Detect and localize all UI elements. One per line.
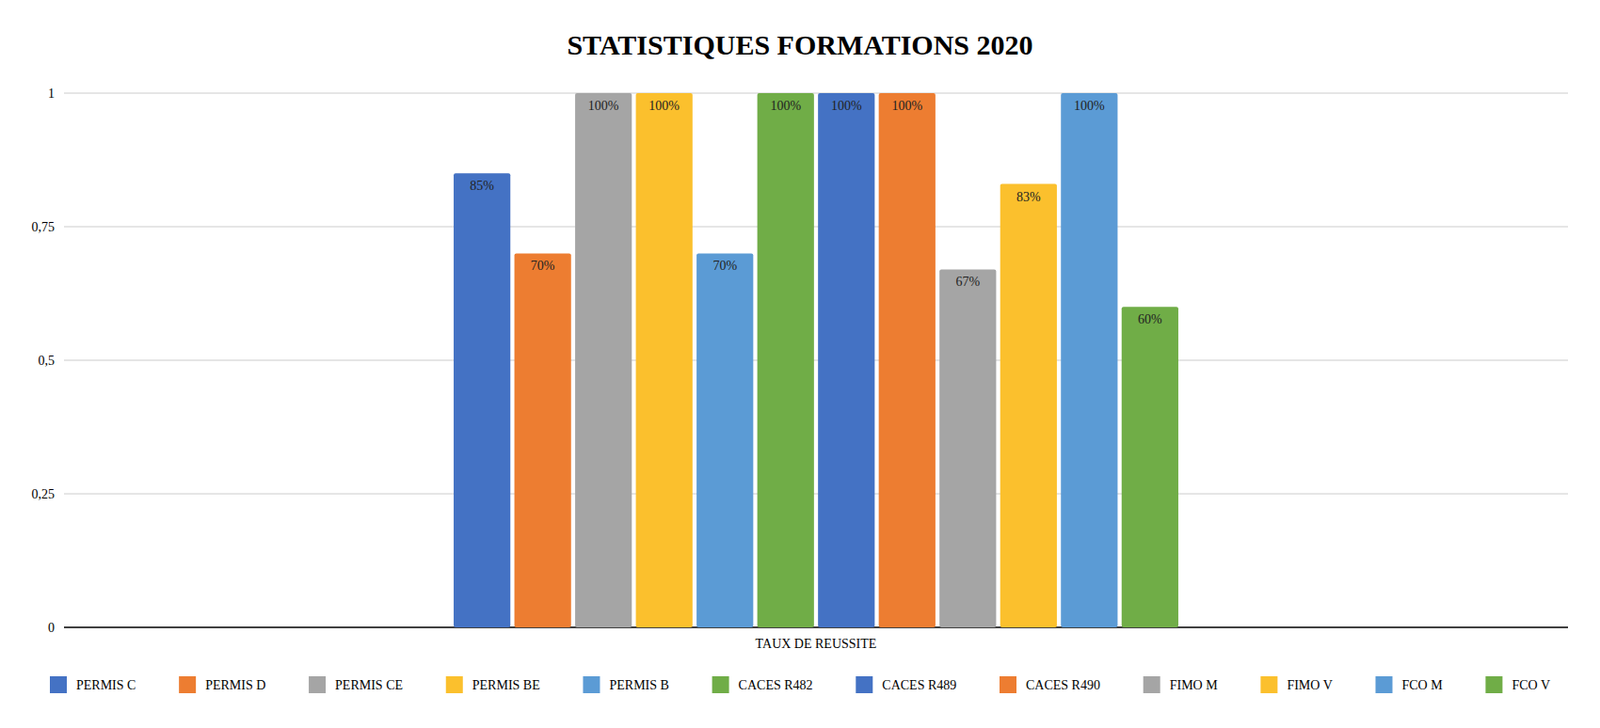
data-label: 100% <box>891 98 923 113</box>
legend-label: CACES R482 <box>738 678 814 693</box>
data-label: 100% <box>588 98 620 113</box>
grid-line <box>64 494 1568 496</box>
legend-item: CACES R490 <box>999 676 1101 694</box>
category-label: TAUX DE REUSSITE <box>755 637 878 652</box>
tick-label: 0,75 <box>32 220 56 235</box>
legend-item: PERMIS B <box>582 676 669 694</box>
tick-label: 0 <box>48 621 55 636</box>
data-label: 100% <box>831 98 863 113</box>
bar <box>939 269 996 628</box>
legend-item: FIMO M <box>1143 676 1219 694</box>
legend-swatch <box>178 676 196 694</box>
data-label: 85% <box>469 178 495 193</box>
tick-label: 0,25 <box>32 487 56 502</box>
tick-label: 0,5 <box>38 353 56 368</box>
chart: STATISTIQUES FORMATIONS 2020 0 0,25 0,5 0,75… <box>0 0 1600 728</box>
legend-swatch <box>1485 676 1503 694</box>
data-label: 100% <box>1073 98 1105 113</box>
legend: PERMIS C PERMIS D PERMIS CE PERMIS BE PERMIS… <box>49 676 1551 694</box>
legend-swatch <box>855 676 873 694</box>
legend-swatch <box>1260 676 1278 694</box>
grid-line <box>64 93 1568 95</box>
bars <box>453 93 1179 628</box>
legend-label: PERMIS B <box>608 678 669 693</box>
legend-swatch <box>1375 676 1392 694</box>
legend-item: CACES R482 <box>712 676 814 694</box>
legend-swatch <box>999 676 1017 694</box>
legend-label: FCO V <box>1511 678 1551 693</box>
grid-line <box>64 626 1568 628</box>
bar <box>757 93 815 628</box>
data-label: 83% <box>1016 190 1041 205</box>
title: STATISTIQUES FORMATIONS 2020 <box>566 29 1033 61</box>
bar <box>1121 306 1179 628</box>
legend-swatch <box>582 676 600 694</box>
bar <box>879 93 936 628</box>
tick-label: 1 <box>48 86 55 101</box>
legend-item: FCO M <box>1375 676 1443 694</box>
legend-label: PERMIS C <box>76 678 136 693</box>
legend-label: FIMO V <box>1286 678 1332 693</box>
legend-item: PERMIS C <box>49 676 136 694</box>
legend-swatch <box>308 676 326 694</box>
legend-item: PERMIS D <box>178 676 266 694</box>
legend-label: PERMIS BE <box>472 678 541 693</box>
legend-label: CACES R490 <box>1025 678 1101 693</box>
bar <box>575 93 632 628</box>
grid-line <box>64 360 1568 362</box>
bar <box>817 93 875 628</box>
legend-swatch <box>712 676 730 694</box>
legend-item: FIMO V <box>1260 676 1332 694</box>
legend-label: CACES R489 <box>881 678 957 693</box>
legend-item: FCO V <box>1485 676 1551 694</box>
legend-label: FIMO M <box>1169 678 1219 693</box>
legend-label: FCO M <box>1401 678 1443 693</box>
data-label: 67% <box>955 274 980 289</box>
data-label: 100% <box>769 98 801 113</box>
data-label: 60% <box>1137 312 1163 327</box>
legend-item: PERMIS BE <box>446 676 541 694</box>
legend-item: PERMIS CE <box>308 676 403 694</box>
data-label: 70% <box>712 258 737 273</box>
legend-item: CACES R489 <box>855 676 957 694</box>
legend-label: PERMIS CE <box>335 678 403 693</box>
data-label: 70% <box>530 258 556 273</box>
bar <box>636 93 693 628</box>
legend-swatch <box>446 676 464 694</box>
bar <box>514 253 572 628</box>
bar <box>1000 184 1057 628</box>
legend-swatch <box>1143 676 1161 694</box>
bar <box>1060 93 1118 628</box>
bar <box>453 173 511 628</box>
grid-line <box>64 226 1568 228</box>
data-label: 100% <box>648 98 680 113</box>
legend-label: PERMIS D <box>205 678 266 693</box>
data-labels: 85% 70% 100% 100% 70% 100% 100% 100% 67% 83% 100% 6… <box>469 98 1163 327</box>
bar <box>696 253 753 628</box>
legend-swatch <box>49 676 67 694</box>
